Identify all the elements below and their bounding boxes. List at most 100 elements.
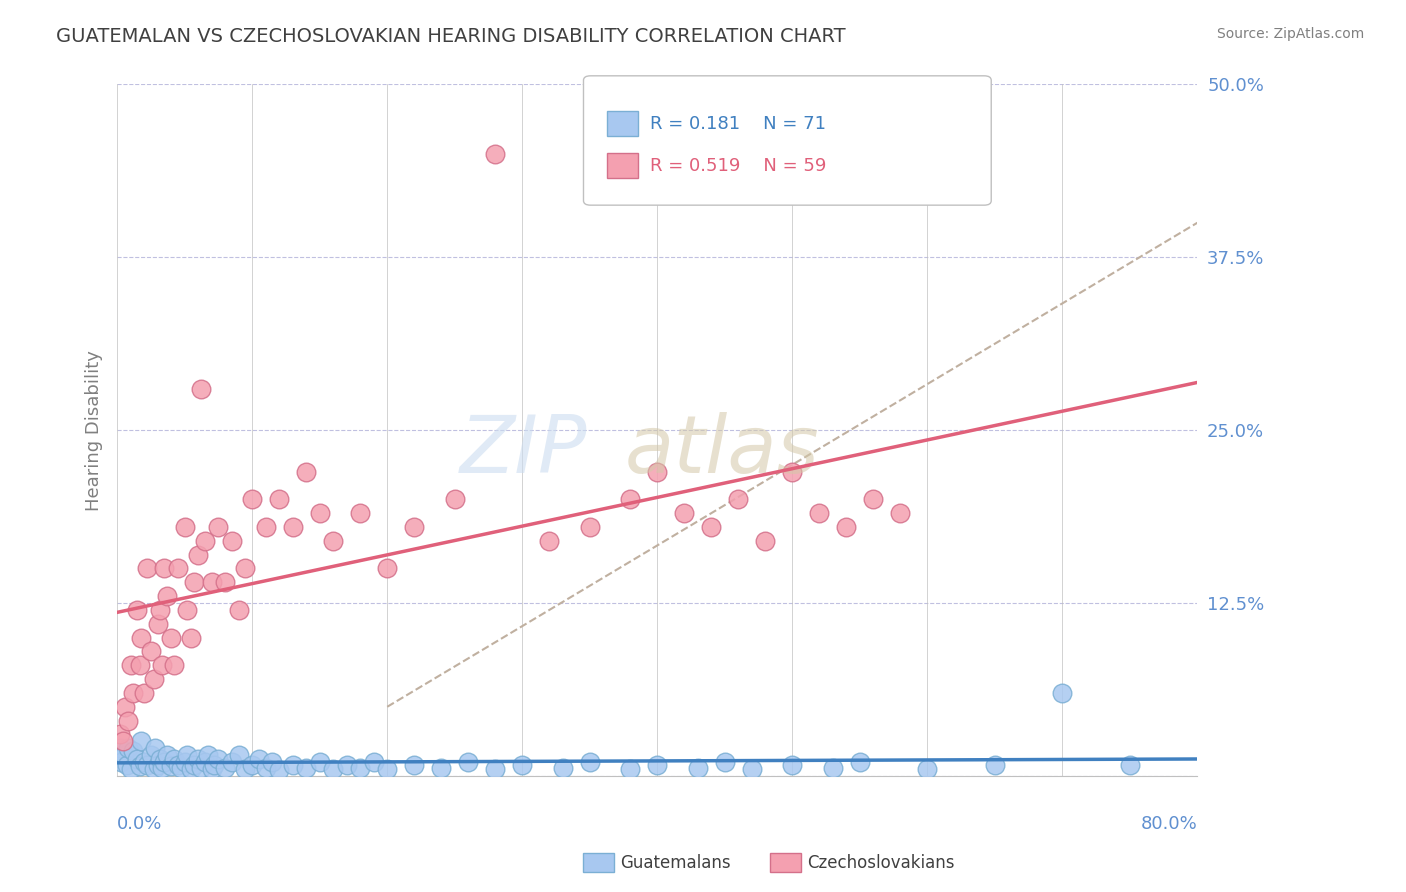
Point [153, 561, 176, 575]
Point [117, 741, 139, 756]
Point [120, 658, 142, 673]
Point [782, 757, 804, 772]
Text: R = 0.519    N = 59: R = 0.519 N = 59 [650, 157, 825, 175]
Point [180, 762, 202, 776]
Point [150, 761, 173, 775]
Point [143, 741, 166, 756]
Point [131, 631, 153, 645]
Point [149, 603, 172, 617]
Point [142, 672, 165, 686]
Point [457, 755, 479, 769]
Point [645, 465, 668, 479]
Point [240, 757, 263, 772]
Point [214, 575, 236, 590]
Point [262, 755, 284, 769]
Text: 0.0%: 0.0% [117, 814, 163, 832]
Point [336, 757, 359, 772]
Point [163, 658, 186, 673]
Point [308, 506, 330, 520]
Point [835, 520, 858, 534]
Point [207, 520, 229, 534]
Point [187, 548, 209, 562]
Point [129, 759, 152, 773]
Point [180, 631, 202, 645]
Point [156, 589, 179, 603]
Text: R = 0.181    N = 71: R = 0.181 N = 71 [650, 115, 825, 133]
Y-axis label: Hearing Disability: Hearing Disability [86, 350, 103, 510]
Point [235, 561, 257, 575]
Point [221, 755, 243, 769]
Point [194, 533, 217, 548]
Point [295, 465, 318, 479]
Text: ZIP: ZIP [460, 412, 588, 490]
Point [214, 761, 236, 775]
Point [194, 755, 217, 769]
Text: Source: ZipAtlas.com: Source: ZipAtlas.com [1216, 27, 1364, 41]
Point [139, 748, 162, 763]
Point [135, 757, 157, 772]
Point [122, 686, 145, 700]
Point [110, 755, 132, 769]
Point [176, 748, 198, 763]
Point [713, 755, 735, 769]
Point [443, 492, 465, 507]
Point [150, 658, 173, 673]
Point [551, 761, 574, 775]
Point [149, 752, 172, 766]
Point [111, 734, 134, 748]
Point [127, 603, 149, 617]
Point [176, 603, 198, 617]
Point [221, 533, 243, 548]
Point [254, 761, 277, 775]
Point [131, 734, 153, 748]
Point [117, 714, 139, 728]
Point [190, 761, 212, 775]
Point [741, 762, 763, 776]
Point [183, 757, 205, 772]
Point [484, 762, 506, 776]
Point [281, 757, 304, 772]
Point [349, 761, 371, 775]
Point [153, 755, 176, 769]
Point [269, 764, 291, 778]
Point [122, 744, 145, 758]
Point [700, 520, 723, 534]
Text: Guatemalans: Guatemalans [620, 855, 731, 872]
Point [112, 748, 135, 763]
Point [129, 658, 152, 673]
Point [619, 762, 641, 776]
Point [984, 757, 1007, 772]
Point [404, 757, 426, 772]
Point [167, 757, 190, 772]
Point [134, 686, 156, 700]
Point [160, 759, 183, 773]
Point [484, 146, 506, 161]
Point [115, 757, 138, 772]
Point [322, 762, 344, 776]
Point [202, 757, 225, 772]
Point [207, 752, 229, 766]
Point [160, 631, 183, 645]
Point [254, 520, 277, 534]
Point [808, 506, 831, 520]
Point [295, 761, 318, 775]
Point [375, 561, 398, 575]
Point [114, 699, 136, 714]
Point [363, 755, 385, 769]
Point [889, 506, 911, 520]
Point [201, 575, 224, 590]
Point [135, 561, 157, 575]
Point [849, 755, 872, 769]
Point [727, 492, 749, 507]
Point [1119, 757, 1142, 772]
Point [349, 506, 371, 520]
Point [821, 761, 844, 775]
Point [686, 761, 709, 775]
Point [917, 762, 939, 776]
Point [120, 762, 142, 776]
Point [673, 506, 696, 520]
Point [197, 748, 219, 763]
Point [510, 757, 533, 772]
Point [201, 762, 224, 776]
Point [183, 575, 205, 590]
